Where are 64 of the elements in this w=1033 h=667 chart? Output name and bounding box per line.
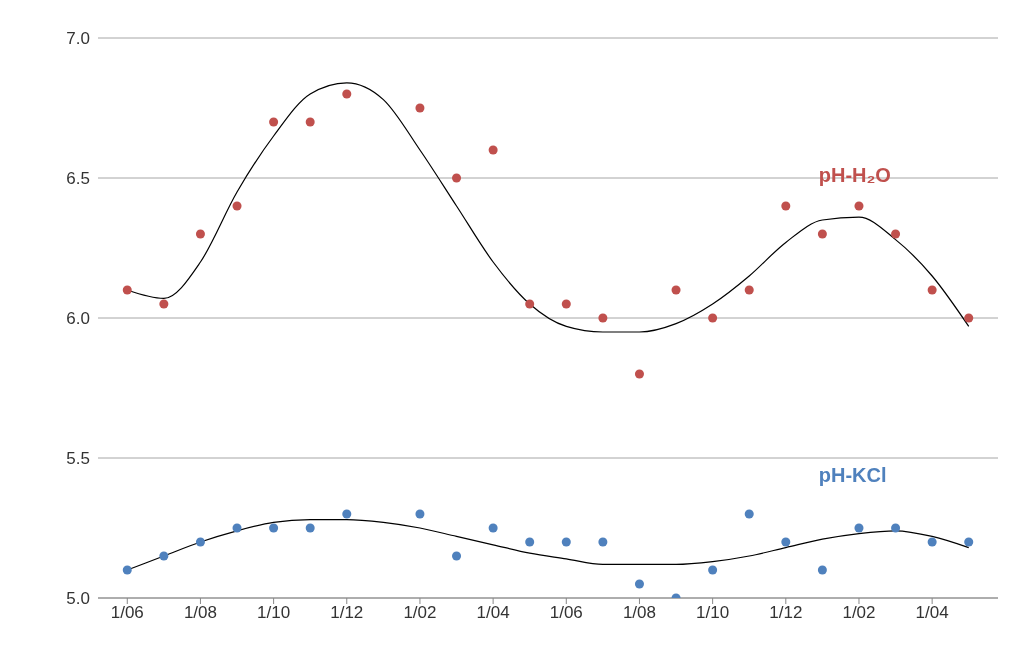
point (891, 523, 901, 533)
point (634, 369, 644, 379)
point (598, 537, 608, 547)
x-tick-label: 1/10 (696, 603, 730, 623)
point (854, 201, 864, 211)
point (305, 117, 315, 127)
point (305, 523, 315, 533)
y-tick-label: 6.5 (66, 169, 90, 189)
point (891, 229, 901, 239)
point (817, 229, 827, 239)
point (927, 537, 937, 547)
point (488, 145, 498, 155)
point (415, 103, 425, 113)
point (232, 201, 242, 211)
x-tick-label: 1/04 (915, 603, 949, 623)
point (342, 89, 352, 99)
point (195, 229, 205, 239)
point (269, 523, 279, 533)
y-tick-label: 5.5 (66, 449, 90, 469)
point (598, 313, 608, 323)
x-tick-label: 1/04 (476, 603, 510, 623)
x-tick-label: 1/08 (183, 603, 217, 623)
point (452, 551, 462, 561)
y-tick-label: 5.0 (66, 589, 90, 609)
point (159, 299, 169, 309)
point (781, 201, 791, 211)
point (671, 285, 681, 295)
point (964, 313, 974, 323)
x-tick-label: 1/08 (622, 603, 657, 623)
point (927, 285, 937, 295)
point (561, 299, 571, 309)
x-tick-label: 1/06 (110, 603, 144, 623)
series-label: pH-H₂O (818, 164, 891, 187)
point (964, 537, 974, 547)
x-tick-label: 1/12 (330, 603, 364, 623)
point (122, 565, 132, 575)
point (342, 509, 352, 519)
x-tick-label: 1/10 (257, 603, 291, 623)
point (195, 537, 205, 547)
point (452, 173, 462, 183)
point (159, 551, 169, 561)
point (561, 537, 571, 547)
point (415, 509, 425, 519)
point (744, 285, 754, 295)
point (854, 523, 864, 533)
series-label: pH-KCl (818, 464, 887, 487)
y-tick-label: 7.0 (66, 29, 90, 49)
point (708, 313, 718, 323)
point (488, 523, 498, 533)
x-tick-label: 1/12 (769, 603, 803, 623)
x-tick-label: 1/02 (403, 603, 437, 623)
point (781, 537, 791, 547)
y-tick-label: 6.0 (66, 309, 90, 329)
point (817, 565, 827, 575)
point (269, 117, 279, 127)
point (525, 299, 535, 309)
point (634, 579, 644, 589)
point (744, 509, 754, 519)
point (122, 285, 132, 295)
point (708, 565, 718, 575)
x-tick-label: 1/02 (842, 603, 876, 623)
point (525, 537, 535, 547)
point (232, 523, 242, 533)
x-tick-label: 1/06 (549, 603, 583, 623)
